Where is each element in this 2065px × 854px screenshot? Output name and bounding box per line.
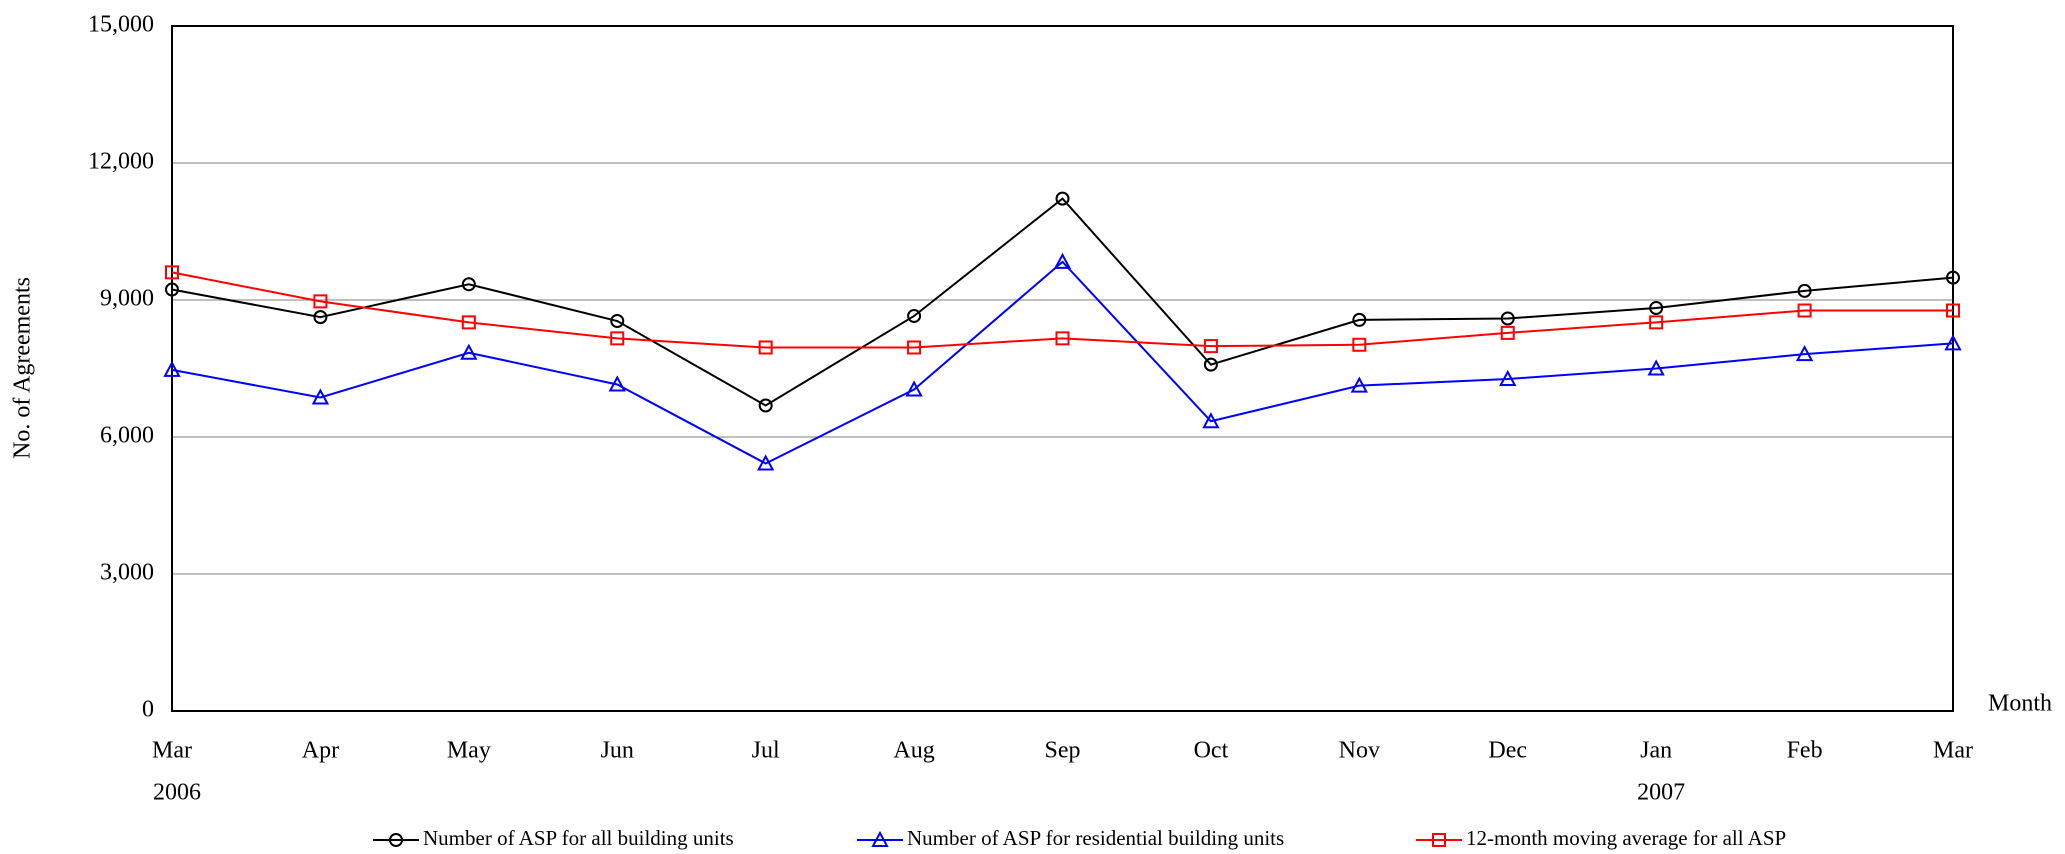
marker xyxy=(165,265,179,280)
marker xyxy=(163,360,181,377)
legend-label: 12-month moving average for all ASP xyxy=(1466,826,1786,850)
marker xyxy=(608,375,626,392)
marker xyxy=(1795,345,1814,362)
marker xyxy=(461,315,476,330)
marker xyxy=(1203,357,1218,372)
x-tick-label: May xyxy=(447,738,491,764)
series-line xyxy=(171,197,1954,407)
marker xyxy=(1649,300,1664,315)
y-tick-label: 12,000 xyxy=(88,149,154,175)
x-tick-label: Jul xyxy=(752,738,780,764)
marker xyxy=(1946,303,1960,318)
x-tick-label: Jan xyxy=(1640,738,1672,764)
marker xyxy=(1944,334,1962,351)
marker xyxy=(165,282,179,297)
x-tick-label: Aug xyxy=(893,738,934,764)
x-year-label: 2006 xyxy=(153,780,201,806)
marker xyxy=(1499,369,1517,387)
marker xyxy=(1500,311,1515,326)
x-tick-label: Sep xyxy=(1045,738,1081,764)
marker xyxy=(758,340,773,355)
x-tick-label: Apr xyxy=(302,738,339,764)
x-tick-label: Mar xyxy=(152,738,192,764)
marker xyxy=(1647,359,1665,376)
marker xyxy=(313,310,328,325)
marker xyxy=(610,331,625,346)
marker xyxy=(1797,283,1812,298)
legend-label: Number of ASP for residential building u… xyxy=(907,826,1284,850)
marker xyxy=(1500,325,1515,340)
marker xyxy=(610,314,625,329)
series-line xyxy=(171,260,1954,465)
marker xyxy=(907,308,922,323)
y-tick-label: 3,000 xyxy=(100,560,154,586)
marker xyxy=(871,830,889,847)
marker xyxy=(461,277,476,292)
marker xyxy=(389,833,403,847)
x-axis-label: Month xyxy=(1988,691,2052,717)
marker xyxy=(905,380,923,397)
marker xyxy=(1946,270,1960,285)
x-tick-label: Mar xyxy=(1933,738,1973,764)
y-tick-label: 6,000 xyxy=(100,423,154,449)
legend-label: Number of ASP for all building units xyxy=(423,826,734,850)
marker xyxy=(756,454,775,471)
marker xyxy=(460,343,478,360)
x-tick-label: Dec xyxy=(1488,738,1527,764)
y-axis-label: No. of Agreements xyxy=(10,277,36,459)
marker xyxy=(1202,412,1220,429)
marker xyxy=(1055,331,1070,346)
marker xyxy=(1352,337,1367,352)
y-tick-label: 0 xyxy=(142,697,154,723)
marker xyxy=(1352,312,1367,327)
plot-frame xyxy=(171,25,1954,712)
y-tick-label: 9,000 xyxy=(100,286,154,312)
x-tick-label: Jun xyxy=(601,738,634,764)
marker xyxy=(313,294,328,309)
series-line xyxy=(171,271,1953,349)
marker xyxy=(1649,315,1664,330)
x-tick-label: Oct xyxy=(1194,738,1229,764)
y-tick-label: 15,000 xyxy=(88,12,154,38)
marker xyxy=(1053,252,1072,269)
marker xyxy=(1432,833,1446,847)
marker xyxy=(311,388,330,405)
marker xyxy=(1203,339,1218,354)
x-year-label: 2007 xyxy=(1637,780,1685,806)
marker xyxy=(1350,376,1369,393)
marker xyxy=(758,398,773,413)
x-tick-label: Feb xyxy=(1787,738,1823,764)
marker xyxy=(907,340,922,355)
x-tick-label: Nov xyxy=(1339,738,1380,764)
marker xyxy=(1055,191,1070,206)
marker xyxy=(1797,303,1812,318)
